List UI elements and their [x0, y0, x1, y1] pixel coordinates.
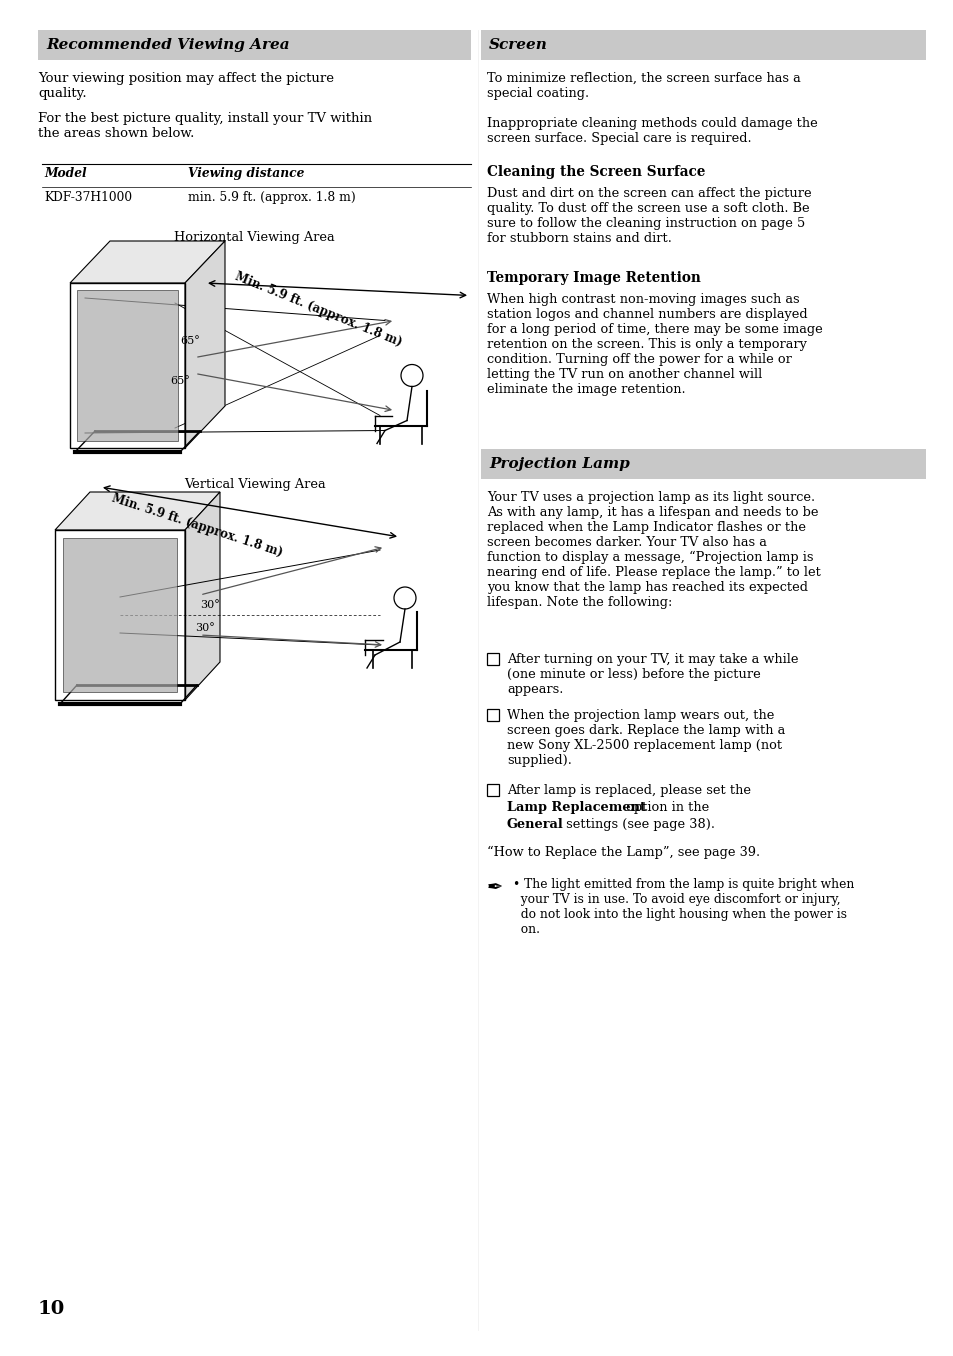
Polygon shape [185, 241, 225, 447]
Text: After lamp is replaced, please set the: After lamp is replaced, please set the [506, 784, 755, 797]
Text: Horizontal Viewing Area: Horizontal Viewing Area [174, 231, 335, 244]
Text: Vertical Viewing Area: Vertical Viewing Area [184, 479, 325, 491]
Polygon shape [63, 538, 177, 692]
Text: For the best picture quality, install your TV within
the areas shown below.: For the best picture quality, install yo… [38, 113, 372, 140]
Text: When high contrast non-moving images such as
station logos and channel numbers a: When high contrast non-moving images suc… [486, 293, 821, 396]
Text: ✒: ✒ [486, 877, 503, 898]
Text: Dust and dirt on the screen can affect the picture
quality. To dust off the scre: Dust and dirt on the screen can affect t… [486, 187, 811, 245]
Text: • The light emitted from the lamp is quite bright when
  your TV is in use. To a: • The light emitted from the lamp is qui… [513, 877, 854, 936]
Text: 30°: 30° [194, 622, 214, 633]
Polygon shape [185, 492, 220, 700]
Text: Recommended Viewing Area: Recommended Viewing Area [46, 38, 290, 52]
Text: Screen: Screen [489, 38, 547, 52]
Text: Lamp Replacement: Lamp Replacement [506, 801, 645, 814]
Polygon shape [70, 241, 225, 283]
Polygon shape [77, 290, 178, 441]
Text: 10: 10 [38, 1300, 65, 1318]
Text: 65°: 65° [170, 376, 190, 385]
Text: Projection Lamp: Projection Lamp [489, 457, 629, 471]
Text: Min. 5.9 ft. (approx. 1.8 m): Min. 5.9 ft. (approx. 1.8 m) [233, 270, 403, 348]
Text: min. 5.9 ft. (approx. 1.8 m): min. 5.9 ft. (approx. 1.8 m) [188, 191, 355, 203]
Text: option in the: option in the [621, 801, 713, 814]
Text: Viewing distance: Viewing distance [188, 167, 304, 180]
Text: Temporary Image Retention: Temporary Image Retention [486, 271, 700, 285]
Text: When the projection lamp wears out, the
screen goes dark. Replace the lamp with : When the projection lamp wears out, the … [506, 709, 784, 767]
Text: 65°: 65° [180, 335, 199, 346]
FancyBboxPatch shape [486, 709, 498, 721]
FancyBboxPatch shape [38, 30, 471, 60]
Text: Cleaning the Screen Surface: Cleaning the Screen Surface [486, 165, 704, 179]
FancyBboxPatch shape [486, 654, 498, 664]
Text: To minimize reflection, the screen surface has a
special coating.: To minimize reflection, the screen surfa… [486, 72, 800, 100]
Text: Model: Model [44, 167, 87, 180]
Text: KDF-37H1000: KDF-37H1000 [44, 191, 132, 203]
Text: Min. 5.9 ft. (approx. 1.8 m): Min. 5.9 ft. (approx. 1.8 m) [110, 492, 284, 560]
Text: After turning on your TV, it may take a while
(one minute or less) before the pi: After turning on your TV, it may take a … [506, 654, 798, 696]
FancyBboxPatch shape [480, 30, 925, 60]
FancyBboxPatch shape [486, 784, 498, 796]
Text: Inappropriate cleaning methods could damage the
screen surface. Special care is : Inappropriate cleaning methods could dam… [486, 117, 817, 145]
Text: “How to Replace the Lamp”, see page 39.: “How to Replace the Lamp”, see page 39. [486, 846, 760, 860]
Text: Your viewing position may affect the picture
quality.: Your viewing position may affect the pic… [38, 72, 334, 100]
Text: 30°: 30° [200, 599, 219, 610]
Text: General: General [506, 818, 563, 831]
Polygon shape [55, 492, 220, 530]
Text: Your TV uses a projection lamp as its light source.
As with any lamp, it has a l: Your TV uses a projection lamp as its li… [486, 491, 820, 609]
Text: settings (see page 38).: settings (see page 38). [561, 818, 714, 831]
FancyBboxPatch shape [480, 449, 925, 479]
